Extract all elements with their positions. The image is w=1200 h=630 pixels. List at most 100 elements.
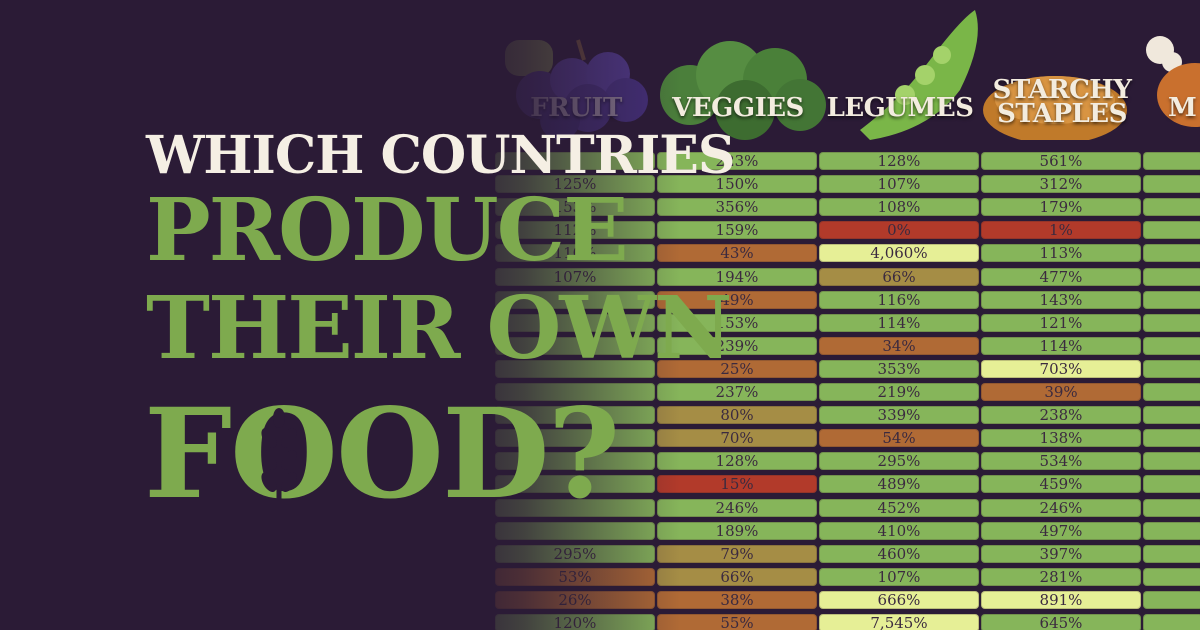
table-cell: 43% [657, 244, 817, 262]
table-cell: 70% [657, 429, 817, 447]
table-cell: 353% [819, 360, 979, 378]
table-cell: 150% [657, 175, 817, 193]
column-header-fruit: FRUIT [530, 93, 622, 123]
table-cell: 114% [819, 314, 979, 332]
table-cell: 79% [657, 545, 817, 563]
wheat-icon [261, 408, 297, 518]
table-cell: 477% [981, 268, 1141, 286]
table-cell [1143, 568, 1200, 586]
table-cell: 281% [981, 568, 1141, 586]
table-cell: 116% [819, 291, 979, 309]
table-cell: 239% [657, 337, 817, 355]
table-cell: 339% [819, 406, 979, 424]
table-cell [1143, 244, 1200, 262]
table-cell: 219% [819, 383, 979, 401]
title-line-2: PRODUCE [146, 180, 629, 281]
table-cell [1143, 175, 1200, 193]
table-cell: 497% [981, 522, 1141, 540]
column-header-starchy-staples: STARCHY STAPLES [992, 75, 1132, 129]
table-cell: 179% [981, 198, 1141, 216]
table-cell: 25% [657, 360, 817, 378]
table-cell: 55% [657, 614, 817, 630]
table-cell: 295% [495, 545, 655, 563]
table-cell: 113% [981, 244, 1141, 262]
table-cell: 128% [819, 152, 979, 170]
table-cell: 53% [495, 568, 655, 586]
table-cell [1143, 314, 1200, 332]
table-cell: 38% [657, 591, 817, 609]
table-cell: 114% [981, 337, 1141, 355]
table-cell: 120% [495, 614, 655, 630]
table-cell: 246% [657, 499, 817, 517]
title-line-1: WHICH COUNTRIES [146, 125, 735, 186]
table-cell: 107% [819, 568, 979, 586]
table-cell: 410% [819, 522, 979, 540]
table-cell: 107% [819, 175, 979, 193]
table-cell: 159% [657, 221, 817, 239]
table-cell [1143, 198, 1200, 216]
table-cell [1143, 522, 1200, 540]
table-cell: 312% [981, 175, 1141, 193]
column-header-veggies: VEGGIES [672, 93, 804, 123]
table-cell: 397% [981, 545, 1141, 563]
title-line-4: FOOD? [144, 382, 620, 527]
table-cell [1143, 152, 1200, 170]
table-cell [1143, 452, 1200, 470]
table-cell: 189% [657, 522, 817, 540]
table-cell: 66% [819, 268, 979, 286]
table-cell: 489% [819, 475, 979, 493]
table-cell [1143, 591, 1200, 609]
table-cell: 534% [981, 452, 1141, 470]
table-cell: 121% [981, 314, 1141, 332]
table-cell: 39% [981, 383, 1141, 401]
table-cell: 143% [981, 291, 1141, 309]
table-cell: 194% [657, 268, 817, 286]
table-cell [1143, 268, 1200, 286]
table-cell [1143, 475, 1200, 493]
table-cell [1143, 429, 1200, 447]
table-cell [1143, 545, 1200, 563]
table-cell: 452% [819, 499, 979, 517]
table-cell: 34% [819, 337, 979, 355]
table-cell: 54% [819, 429, 979, 447]
table-cell: 26% [495, 591, 655, 609]
table-cell: 223% [657, 152, 817, 170]
table-cell: 138% [981, 429, 1141, 447]
table-cell: 0% [819, 221, 979, 239]
table-cell: 153% [657, 314, 817, 332]
table-cell: 460% [819, 545, 979, 563]
table-cell: 703% [981, 360, 1141, 378]
table-cell [1143, 291, 1200, 309]
table-cell: 66% [657, 568, 817, 586]
table-cell: 246% [981, 499, 1141, 517]
table-cell [1143, 614, 1200, 630]
table-cell: 49% [657, 291, 817, 309]
pea-pod-icon [860, 10, 978, 140]
table-cell: 15% [657, 475, 817, 493]
column-header-legumes: LEGUMES [826, 93, 974, 123]
table-cell [1143, 383, 1200, 401]
table-cell: 295% [819, 452, 979, 470]
table-cell [1143, 221, 1200, 239]
table-cell [1143, 406, 1200, 424]
table-cell: 80% [657, 406, 817, 424]
table-cell: 7,545% [819, 614, 979, 630]
table-cell: 356% [657, 198, 817, 216]
table-cell: 108% [819, 198, 979, 216]
title-line-3: THEIR OWN [146, 278, 733, 379]
table-cell: 645% [981, 614, 1141, 630]
table-cell [1143, 337, 1200, 355]
table-cell: 1% [981, 221, 1141, 239]
column-header-m: M [1168, 93, 1197, 123]
table-cell: 4,060% [819, 244, 979, 262]
table-cell [1143, 499, 1200, 517]
table-cell: 666% [819, 591, 979, 609]
drumstick-icon [1146, 36, 1200, 127]
table-cell: 891% [981, 591, 1141, 609]
table-cell: 128% [657, 452, 817, 470]
table-cell: 459% [981, 475, 1141, 493]
table-cell [1143, 360, 1200, 378]
table-cell: 238% [981, 406, 1141, 424]
table-cell: 561% [981, 152, 1141, 170]
